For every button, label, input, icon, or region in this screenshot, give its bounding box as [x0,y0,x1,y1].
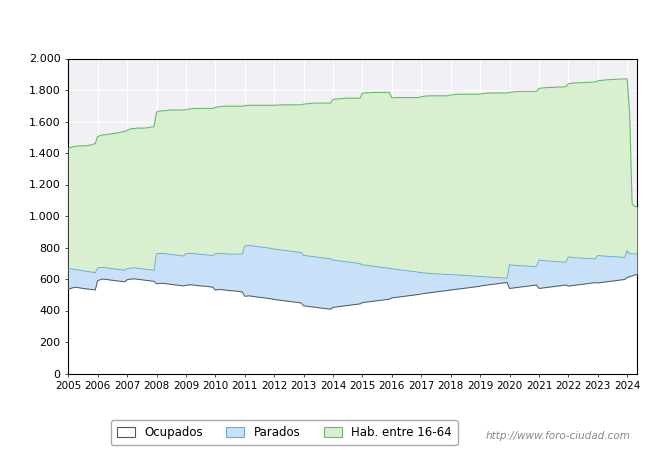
Text: La Cabrera - Evolucion de la poblacion en edad de Trabajar Mayo de 2024: La Cabrera - Evolucion de la poblacion e… [89,18,561,31]
Legend: Ocupados, Parados, Hab. entre 16-64: Ocupados, Parados, Hab. entre 16-64 [111,420,458,445]
Text: http://www.foro-ciudad.com: http://www.foro-ciudad.com [486,431,630,441]
